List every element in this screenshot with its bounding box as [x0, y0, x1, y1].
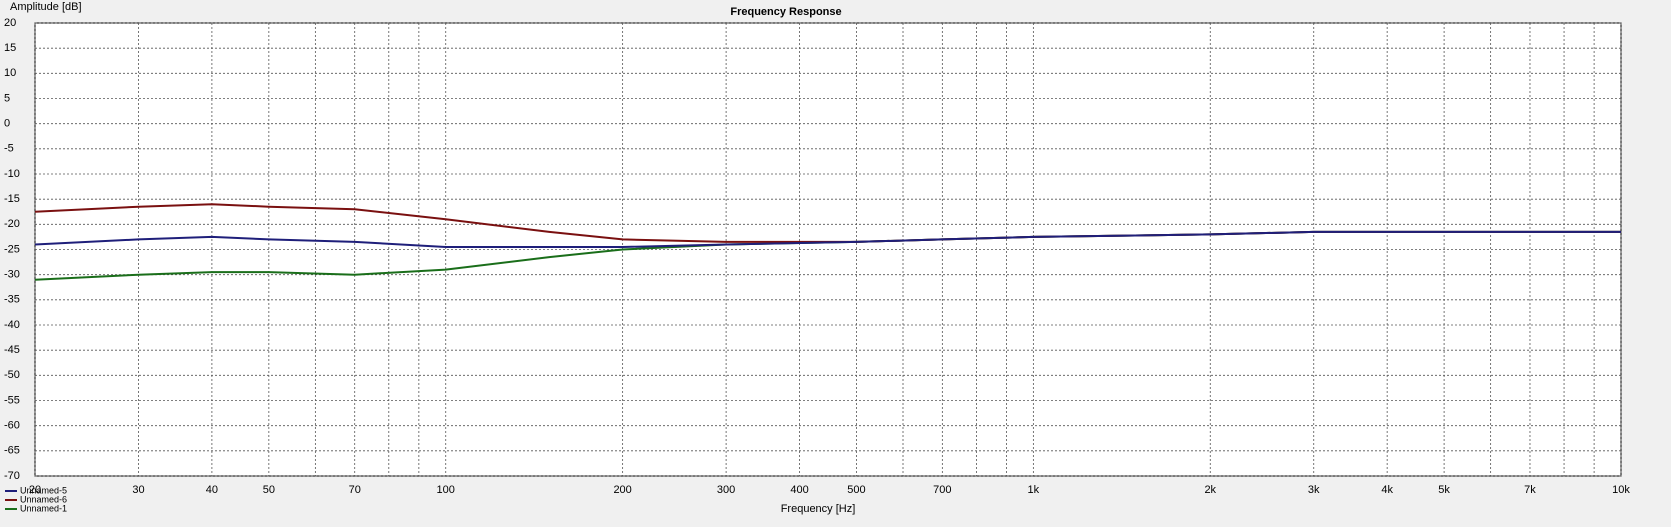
x-tick-label: 4k [1381, 484, 1393, 496]
chart-title: Frequency Response [730, 6, 841, 18]
x-tick-label: 7k [1524, 484, 1536, 496]
y-tick-label: -50 [4, 369, 20, 381]
x-tick-label: 20 [29, 484, 41, 496]
y-tick-label: -15 [4, 193, 20, 205]
y-axis-label: Amplitude [dB] [10, 1, 82, 13]
x-tick-label: 70 [349, 484, 361, 496]
y-tick-label: -45 [4, 344, 20, 356]
y-tick-label: 0 [4, 118, 10, 130]
x-tick-label: 1k [1028, 484, 1040, 496]
x-tick-label: 5k [1438, 484, 1450, 496]
y-tick-label: -55 [4, 394, 20, 406]
y-tick-label: -5 [4, 143, 14, 155]
y-tick-label: -25 [4, 243, 20, 255]
y-tick-label: -70 [4, 470, 20, 482]
legend-label: Unnamed-5 [20, 485, 67, 495]
y-tick-label: -60 [4, 420, 20, 432]
x-axis-label: Frequency [Hz] [781, 503, 856, 515]
y-tick-label: -10 [4, 168, 20, 180]
y-tick-label: -20 [4, 218, 20, 230]
x-tick-label: 200 [613, 484, 631, 496]
x-tick-label: 10k [1612, 484, 1630, 496]
legend-label: Unnamed-6 [20, 494, 67, 504]
x-tick-label: 400 [790, 484, 808, 496]
x-tick-label: 40 [206, 484, 218, 496]
x-tick-label: 3k [1308, 484, 1320, 496]
legend-label: Unnamed-1 [20, 503, 67, 513]
x-tick-label: 2k [1204, 484, 1216, 496]
x-tick-label: 50 [263, 484, 275, 496]
x-tick-label: 30 [132, 484, 144, 496]
y-tick-label: -40 [4, 319, 20, 331]
x-tick-label: 300 [717, 484, 735, 496]
y-tick-label: -30 [4, 269, 20, 281]
x-tick-label: 500 [847, 484, 865, 496]
y-tick-label: -35 [4, 294, 20, 306]
y-tick-label: 15 [4, 42, 16, 54]
x-tick-label: 100 [437, 484, 455, 496]
y-tick-label: 10 [4, 67, 16, 79]
y-tick-label: 20 [4, 17, 16, 29]
y-tick-label: -65 [4, 445, 20, 457]
y-tick-label: 5 [4, 92, 10, 104]
x-tick-label: 700 [933, 484, 951, 496]
series-line [34, 230, 1621, 248]
